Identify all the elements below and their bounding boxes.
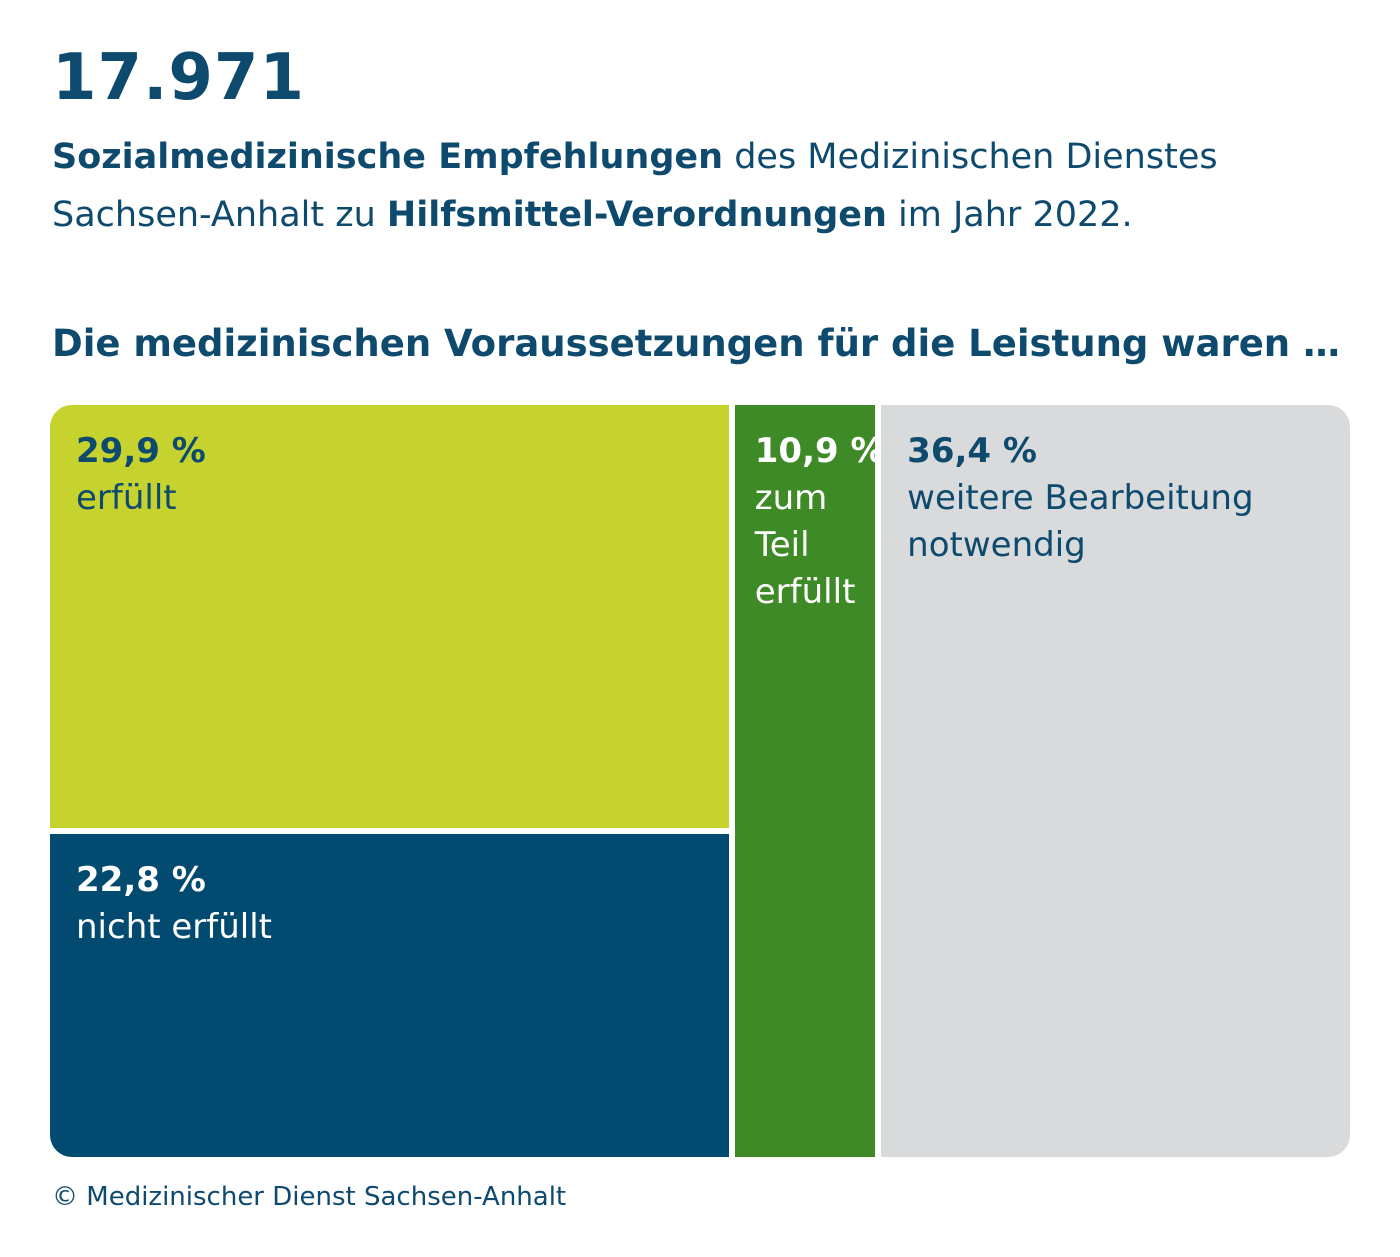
copyright-footer: © Medizinischer Dienst Sachsen-Anhalt — [52, 1182, 567, 1212]
tile-nicht-erfuellt: 22,8 % nicht erfüllt — [50, 834, 729, 1157]
tile-category-label: zum Teil erfüllt — [754, 478, 856, 612]
tile-percent-label: 22,8 % — [76, 860, 206, 901]
tile-category-label: nicht erfüllt — [76, 907, 273, 948]
tile-percent-label: 10,9 % — [754, 431, 885, 471]
subtitle: Sozialmedizinische Empfehlungen des Medi… — [52, 128, 1352, 244]
tile-erfuellt: 29,9 % erfüllt — [50, 405, 729, 829]
tile-weitere-bearbeitung: 36,4 % weitere Bearbeitung notwendig — [881, 405, 1350, 1157]
treemap-chart: 29,9 % erfüllt 22,8 % nicht erfüllt 10,9 % zu… — [50, 405, 1350, 1157]
subtitle-bold-2: Hilfsmittel-Verordnungen — [386, 195, 887, 235]
chart-question: Die medizinischen Voraussetzungen für di… — [52, 322, 1341, 365]
subtitle-text-2: im Jahr 2022. — [886, 195, 1133, 235]
headline-count: 17.971 — [52, 41, 305, 115]
tile-percent-label: 29,9 % — [76, 431, 206, 471]
tile-category-label: erfüllt — [76, 478, 177, 518]
subtitle-bold-1: Sozialmedizinische Empfehlungen — [52, 137, 724, 177]
tile-category-label: weitere Bearbeitung notwendig — [907, 478, 1254, 565]
tile-zum-teil-erfuellt: 10,9 % zum Teil erfüllt — [734, 405, 885, 1157]
tile-percent-label: 36,4 % — [907, 431, 1037, 471]
subtitle-text-1: des Medizinischen Dienstes Sachsen-Anhal… — [52, 137, 1218, 235]
